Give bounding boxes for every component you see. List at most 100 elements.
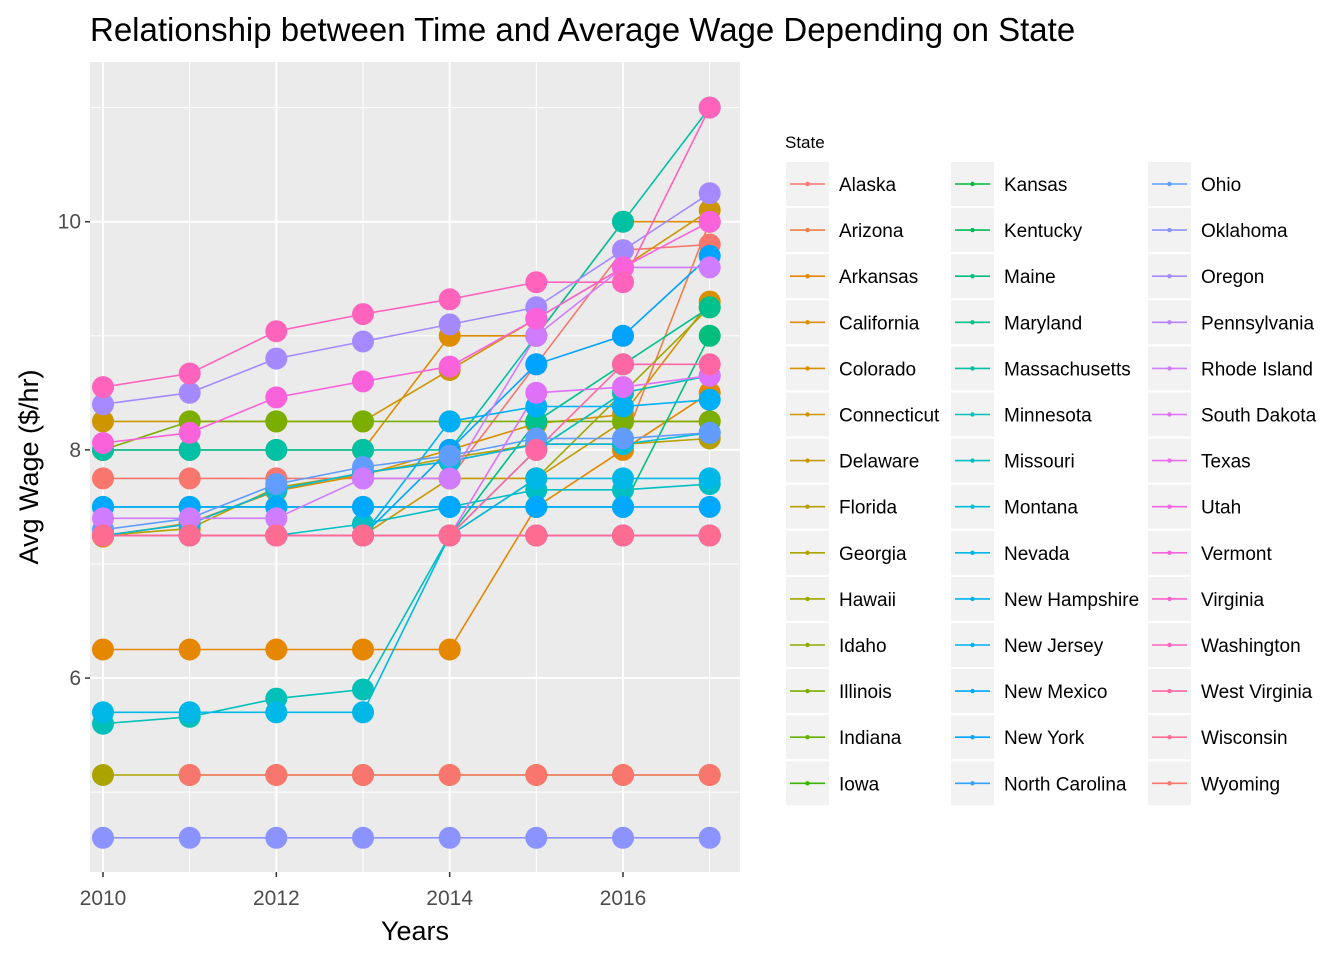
legend-key-point bbox=[805, 735, 810, 740]
data-point bbox=[612, 427, 634, 450]
data-point bbox=[438, 410, 461, 433]
legend-label: Wyoming bbox=[1201, 774, 1280, 795]
data-point bbox=[438, 826, 461, 849]
data-point bbox=[352, 678, 374, 701]
x-tick-label: 2014 bbox=[426, 887, 473, 910]
chart-title: Relationship between Time and Average Wa… bbox=[90, 11, 1075, 48]
series-line bbox=[102, 107, 711, 388]
data-point bbox=[352, 524, 374, 547]
data-point bbox=[438, 495, 461, 518]
legend-label: Pennsylvania bbox=[1201, 313, 1314, 334]
data-point bbox=[698, 96, 721, 119]
legend-item: Montana bbox=[951, 484, 1078, 529]
x-tick-label: 2012 bbox=[253, 887, 300, 910]
data-point bbox=[525, 524, 548, 547]
data-point bbox=[698, 467, 721, 490]
legend-key-point bbox=[805, 320, 810, 325]
legend-item: Massachusetts bbox=[951, 346, 1131, 391]
legend-item: Pennsylvania bbox=[1148, 300, 1314, 345]
data-point bbox=[612, 524, 634, 547]
legend-key-point bbox=[805, 412, 810, 417]
legend-label: Iowa bbox=[839, 774, 880, 795]
series-lines bbox=[102, 107, 711, 839]
y-axis: 6 8 10 bbox=[58, 211, 90, 690]
legend-key-point bbox=[1167, 550, 1172, 555]
data-point bbox=[265, 438, 288, 461]
legend-item: New Mexico bbox=[951, 669, 1107, 714]
data-point bbox=[698, 210, 721, 233]
legend-label: Florida bbox=[839, 498, 898, 519]
legend-key-point bbox=[805, 781, 810, 786]
data-point bbox=[525, 495, 548, 518]
legend-item: Oklahoma bbox=[1148, 208, 1288, 253]
data-point bbox=[612, 271, 634, 294]
legend-key-point bbox=[970, 458, 975, 463]
legend-label: Vermont bbox=[1201, 544, 1272, 565]
legend-label: Alaska bbox=[839, 175, 896, 196]
data-point bbox=[525, 353, 548, 376]
legend-label: Kansas bbox=[1004, 175, 1067, 196]
legend-label: California bbox=[839, 313, 920, 334]
data-point bbox=[352, 330, 374, 353]
data-point bbox=[92, 393, 114, 416]
legend-item: Georgia bbox=[786, 530, 907, 575]
legend-label: Virginia bbox=[1201, 590, 1264, 611]
legend-label: New York bbox=[1004, 728, 1085, 749]
series-line bbox=[103, 392, 711, 651]
data-point bbox=[525, 764, 548, 786]
data-point bbox=[698, 182, 721, 205]
legend-item: South Dakota bbox=[1148, 392, 1317, 437]
data-point bbox=[612, 324, 634, 347]
data-point bbox=[698, 421, 721, 444]
series-line bbox=[102, 192, 711, 406]
y-tick-label: 8 bbox=[69, 439, 81, 462]
legend-key-point bbox=[970, 735, 975, 740]
data-point bbox=[612, 467, 634, 490]
series-line bbox=[102, 374, 710, 725]
data-point bbox=[92, 638, 114, 661]
data-point bbox=[698, 524, 721, 547]
data-point bbox=[612, 764, 634, 786]
data-point bbox=[438, 444, 461, 467]
legend-item: West Virginia bbox=[1148, 669, 1313, 714]
data-point bbox=[265, 473, 288, 496]
x-tick-label: 2010 bbox=[80, 887, 127, 910]
data-point bbox=[352, 764, 374, 786]
legend-label: Arkansas bbox=[839, 267, 918, 288]
legend-label: Hawaii bbox=[839, 590, 896, 611]
legend-label: Minnesota bbox=[1004, 406, 1092, 427]
legend-label: South Dakota bbox=[1201, 406, 1317, 427]
data-point bbox=[265, 638, 288, 661]
legend-key-point bbox=[805, 596, 810, 602]
legend-key-point bbox=[970, 781, 975, 786]
legend-item: Ohio bbox=[1148, 162, 1241, 206]
legend-label: New Hampshire bbox=[1004, 590, 1139, 611]
data-point bbox=[352, 701, 374, 724]
legend-key-point bbox=[970, 412, 975, 417]
data-point bbox=[525, 271, 548, 294]
data-point bbox=[698, 256, 721, 279]
data-point bbox=[265, 826, 288, 849]
legend-key-point bbox=[1167, 642, 1172, 648]
data-point bbox=[92, 524, 114, 547]
data-point bbox=[178, 421, 201, 444]
data-point bbox=[438, 355, 461, 378]
legend-label: Indiana bbox=[839, 728, 902, 749]
legend-key-point bbox=[1167, 412, 1172, 417]
legend-key-point bbox=[1167, 781, 1172, 786]
legend-label: Colorado bbox=[839, 359, 916, 380]
legend-label: Oklahoma bbox=[1201, 221, 1288, 242]
data-point bbox=[612, 376, 634, 399]
legend-item: Connecticut bbox=[786, 392, 940, 437]
legend-key-point bbox=[970, 596, 975, 602]
legend-label: Maine bbox=[1004, 267, 1056, 288]
legend-key-point bbox=[805, 688, 810, 694]
data-point bbox=[698, 826, 721, 849]
data-point bbox=[92, 826, 114, 849]
legend-label: Delaware bbox=[839, 452, 919, 473]
legend-key-point bbox=[1167, 688, 1172, 694]
legend-key-point bbox=[1167, 458, 1172, 463]
data-point bbox=[92, 410, 114, 433]
legend-item: Nevada bbox=[951, 530, 1070, 575]
